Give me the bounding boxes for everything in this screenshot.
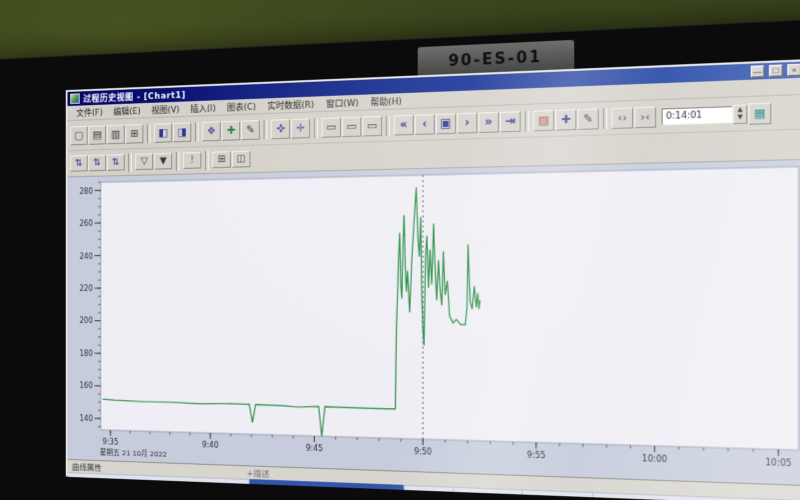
pen-scale-header: 刻度范围 bbox=[522, 489, 594, 500]
scroll-right-icon[interactable]: › bbox=[456, 112, 478, 134]
new-chart-icon[interactable]: ▢ bbox=[70, 125, 88, 145]
menu-edit[interactable]: 编辑(E) bbox=[113, 107, 141, 118]
y-tick-label: 200 bbox=[79, 317, 92, 326]
toolbar-separator bbox=[194, 121, 199, 142]
toolbar-separator bbox=[385, 115, 390, 136]
menu-help[interactable]: 帮助(H) bbox=[370, 97, 402, 109]
app-icon bbox=[70, 93, 80, 105]
y-tick-label: 260 bbox=[79, 219, 92, 228]
minimize-button[interactable]: — bbox=[750, 65, 765, 78]
add-trend-icon[interactable]: ✚ bbox=[221, 120, 241, 141]
tile-vertical-icon[interactable]: ◧ bbox=[154, 122, 173, 143]
y-tick-label: 280 bbox=[79, 186, 92, 195]
menu-file[interactable]: 文件(F) bbox=[76, 108, 103, 119]
trend-app-window: 过程历史视图 - [Chart1] — □ × 文件(F) 编辑(E) 视图(V… bbox=[65, 59, 800, 500]
y-tick-label: 240 bbox=[79, 252, 92, 261]
timespan-input[interactable]: 0:14:01 bbox=[661, 105, 733, 125]
x-tick-label: 10:05 bbox=[765, 457, 792, 468]
pen-value-header: 值 bbox=[404, 484, 454, 500]
x-tick-label: 10:00 bbox=[642, 454, 667, 465]
open-chart-icon[interactable]: ▤ bbox=[88, 124, 107, 145]
trend-chart[interactable]: 140 160 180 200 220 240 260 280 9:35 9:40 9:45 9:50… bbox=[67, 159, 800, 485]
x-tick-label: 9:50 bbox=[414, 447, 432, 457]
menu-chart[interactable]: 图表(C) bbox=[226, 102, 257, 114]
alert-icon[interactable]: ! bbox=[183, 152, 202, 169]
time-range-icon[interactable]: ▦ bbox=[748, 102, 772, 125]
legend-panel-label: 曲线属性 bbox=[71, 462, 102, 473]
expand-timespan-icon[interactable]: ‹› bbox=[611, 106, 634, 129]
center-cursor-icon[interactable]: ▣ bbox=[435, 112, 456, 134]
toolbar-separator bbox=[205, 150, 209, 170]
pan-icon[interactable]: ✜ bbox=[271, 118, 291, 139]
menu-insert[interactable]: 插入(I) bbox=[190, 104, 216, 115]
annotation-box2-icon[interactable]: ▭ bbox=[341, 116, 362, 137]
edit-trend-icon[interactable]: ✎ bbox=[241, 119, 260, 140]
monitor: 90-ES-01 过程历史视图 - [Chart1] — □ × 文件(F) 编… bbox=[0, 16, 800, 500]
legend-toggle-icon[interactable]: ◫ bbox=[231, 150, 251, 168]
menu-realtime[interactable]: 实时数据(R) bbox=[267, 100, 315, 113]
shrink-timespan-icon[interactable]: ›‹ bbox=[634, 106, 657, 128]
toolbar-separator bbox=[524, 110, 529, 132]
time-nav-group: « ‹ ▣ › » ⇥ bbox=[393, 110, 521, 136]
event-list-icon[interactable]: ▨ bbox=[533, 109, 555, 131]
toolbar-separator bbox=[313, 117, 318, 138]
pen-color-swatch bbox=[71, 477, 85, 488]
print-preview-icon[interactable]: ⊞ bbox=[212, 151, 231, 169]
menu-view[interactable]: 视图(V) bbox=[151, 105, 180, 117]
spin-down-icon[interactable]: ▼ bbox=[737, 112, 743, 121]
tile-horizontal-icon[interactable]: ◨ bbox=[173, 121, 192, 142]
filter-icon[interactable]: ▽ bbox=[135, 153, 154, 171]
y-tick-label: 160 bbox=[79, 381, 92, 390]
save-chart-icon[interactable]: ▥ bbox=[106, 124, 125, 144]
zoom-cross-icon[interactable]: ✛ bbox=[290, 117, 311, 139]
y-tick-label: 140 bbox=[79, 414, 92, 423]
annotation-box-icon[interactable]: ▭ bbox=[321, 116, 341, 138]
y-tick-label: 180 bbox=[79, 349, 92, 358]
x-tick-label: 9:40 bbox=[202, 440, 219, 450]
update-data-icon[interactable]: ❖ bbox=[202, 120, 221, 141]
add-pen-icon[interactable]: ✚ bbox=[555, 108, 577, 131]
annotation-box3-icon[interactable]: ▭ bbox=[362, 115, 382, 137]
timespan-combo: 0:14:01 ▲ ▼ bbox=[661, 103, 748, 126]
pen-unit-header: 单位 bbox=[453, 486, 523, 500]
scroll-left-icon[interactable]: ‹ bbox=[414, 113, 435, 135]
scroll-far-right-icon[interactable]: » bbox=[478, 111, 499, 133]
toolbar-separator bbox=[263, 119, 268, 140]
toolbar-separator bbox=[128, 152, 132, 172]
go-to-now-icon[interactable]: ⇥ bbox=[499, 110, 521, 132]
x-tick-label: 9:35 bbox=[103, 437, 119, 446]
sort-custom-icon[interactable]: ⇅ bbox=[106, 154, 125, 171]
monitor-label: 90-ES-01 bbox=[448, 47, 543, 71]
filter-clear-icon[interactable]: ▼ bbox=[154, 152, 173, 170]
scroll-far-left-icon[interactable]: « bbox=[393, 114, 414, 136]
maximize-button[interactable]: □ bbox=[768, 64, 783, 77]
y-tick-label: 220 bbox=[79, 284, 92, 293]
legend-desc-header: +描述 bbox=[246, 468, 270, 480]
menu-window[interactable]: 窗口(W) bbox=[325, 98, 359, 110]
sort-asc-icon[interactable]: ⇅ bbox=[70, 155, 88, 172]
close-button[interactable]: × bbox=[787, 63, 800, 77]
toolbar-separator bbox=[175, 151, 180, 171]
x-tick-label: 9:45 bbox=[306, 443, 323, 453]
timespan-spinner[interactable]: ▲ ▼ bbox=[732, 103, 748, 124]
screen: 过程历史视图 - [Chart1] — □ × 文件(F) 编辑(E) 视图(V… bbox=[65, 59, 800, 500]
trend-chart-svg[interactable]: 140 160 180 200 220 240 260 280 9:35 9:40 9:45 9:50… bbox=[68, 160, 800, 485]
sort-desc-icon[interactable]: ⇅ bbox=[88, 154, 107, 172]
toolbar-separator bbox=[146, 123, 151, 143]
x-tick-label: 9:55 bbox=[527, 450, 546, 460]
x-axis-date-label: 星期五 21 10月 2022 bbox=[100, 448, 167, 459]
edit-pen-icon[interactable]: ✎ bbox=[577, 107, 599, 130]
toolbar-separator bbox=[603, 107, 608, 129]
plot-area[interactable] bbox=[101, 167, 799, 450]
print-icon[interactable]: ⊞ bbox=[125, 123, 144, 144]
